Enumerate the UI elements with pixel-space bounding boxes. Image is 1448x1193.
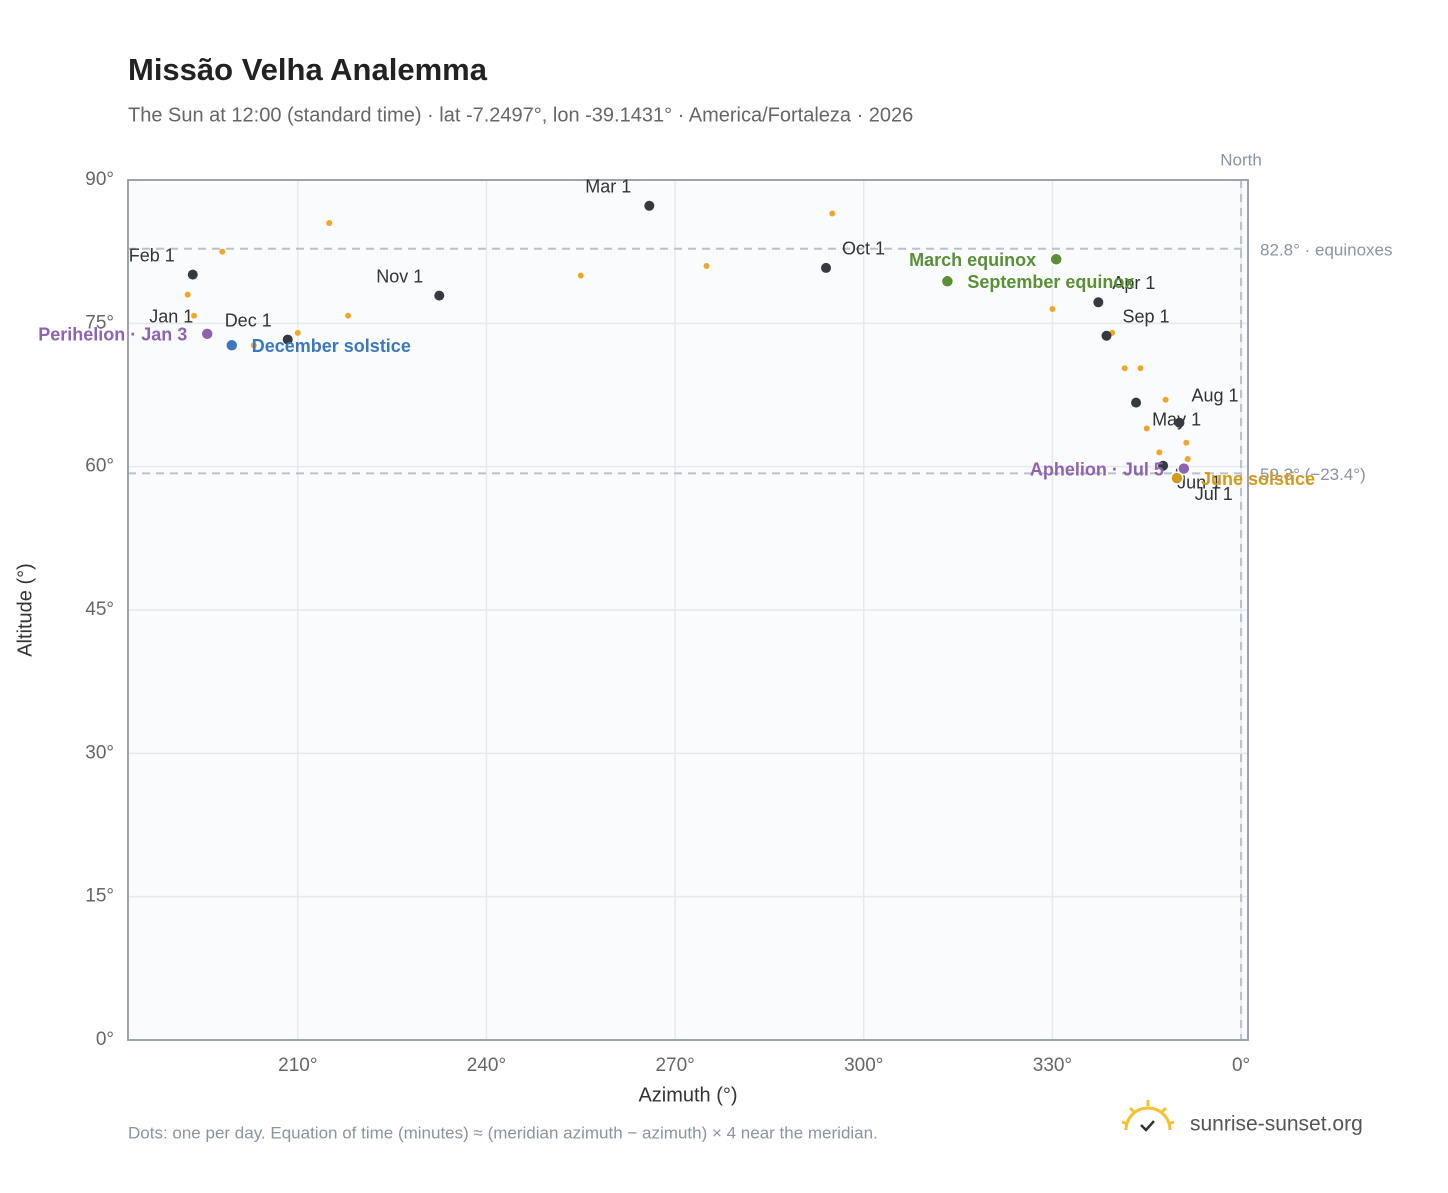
month-label: Jun 1 <box>1177 472 1221 492</box>
reference-label: 82.8° · equinoxes <box>1260 240 1393 259</box>
event-marker <box>1170 471 1184 485</box>
x-tick-label: 330° <box>1033 1055 1072 1076</box>
event-label: June solstice <box>1201 469 1315 489</box>
north-label: North <box>1220 150 1262 169</box>
month-label: Oct 1 <box>842 239 885 259</box>
track-dot <box>1121 365 1128 372</box>
track-dot <box>1156 449 1163 456</box>
footnote: Dots: one per day. Equation of time (min… <box>128 1123 878 1142</box>
track-dot <box>703 263 710 269</box>
track-dot <box>219 248 226 255</box>
month-marker <box>187 269 198 280</box>
month-marker <box>1101 330 1112 341</box>
month-label: Feb 1 <box>129 245 175 265</box>
track-dot <box>577 272 584 279</box>
plot-frame <box>127 179 1249 1041</box>
x-tick-label: 240° <box>467 1055 506 1076</box>
track-dot <box>326 220 333 226</box>
month-marker <box>1093 297 1104 308</box>
track-dot <box>1162 396 1169 403</box>
chart-title: Missão Velha Analemma <box>128 52 488 87</box>
month-marker <box>821 262 832 273</box>
month-label: Jan 1 <box>149 307 193 327</box>
event-marker <box>1049 252 1063 267</box>
x-tick-label: 270° <box>655 1055 694 1076</box>
track-dot <box>1143 425 1150 432</box>
y-tick-label: 30° <box>85 742 114 763</box>
event-marker <box>1177 461 1191 476</box>
x-tick-label: 300° <box>844 1055 883 1076</box>
track-dot <box>1137 365 1144 372</box>
x-axis-label: Azimuth (°) <box>638 1084 737 1106</box>
y-tick-label: 75° <box>85 312 114 333</box>
chart-subtitle: The Sun at 12:00 (standard time) · lat -… <box>128 104 913 126</box>
reference-label: 59.3° (−23.4°) <box>1260 465 1366 484</box>
y-axis-label: Altitude (°) <box>14 563 36 657</box>
month-marker <box>282 334 293 345</box>
x-tick-label: 210° <box>278 1055 317 1076</box>
event-marker <box>940 274 955 289</box>
event-label: Aphelion · Jul 5 <box>1030 459 1164 479</box>
track-dot <box>345 312 352 319</box>
month-marker <box>1174 417 1185 428</box>
track-dot <box>184 291 191 298</box>
event-label: Perihelion · Jan 3 <box>38 325 187 345</box>
event-label: December solstice <box>252 336 411 356</box>
month-marker <box>1131 397 1142 408</box>
month-label: Apr 1 <box>1112 273 1155 293</box>
event-label: September equinox <box>967 272 1134 292</box>
y-tick-label: 0° <box>96 1029 114 1050</box>
track-dot <box>1183 439 1190 446</box>
event-marker <box>200 327 214 341</box>
y-tick-label: 60° <box>85 456 114 477</box>
track-dot <box>1049 306 1056 312</box>
month-marker <box>434 290 445 301</box>
event-label: March equinox <box>909 250 1036 270</box>
month-label: Nov 1 <box>376 266 423 286</box>
month-marker <box>644 200 655 211</box>
x-tick-label: 0° <box>1232 1055 1250 1076</box>
month-label: Jul 1 <box>1195 484 1233 504</box>
month-marker <box>1158 460 1169 471</box>
y-tick-label: 45° <box>85 599 114 620</box>
track-dot <box>250 342 257 349</box>
track-dot <box>294 329 301 336</box>
month-label: Sep 1 <box>1123 307 1170 327</box>
brand-logo <box>1121 1100 1175 1132</box>
track-dot <box>829 210 836 217</box>
event-marker <box>225 338 239 353</box>
track-dot <box>1184 456 1191 463</box>
track-dot <box>191 312 198 319</box>
y-tick-label: 90° <box>85 169 114 190</box>
month-label: Dec 1 <box>225 310 272 330</box>
month-label: Aug 1 <box>1191 385 1238 405</box>
y-tick-label: 15° <box>85 886 114 907</box>
brand: sunrise-sunset.org <box>1190 1113 1363 1136</box>
month-label: Mar 1 <box>585 177 631 197</box>
